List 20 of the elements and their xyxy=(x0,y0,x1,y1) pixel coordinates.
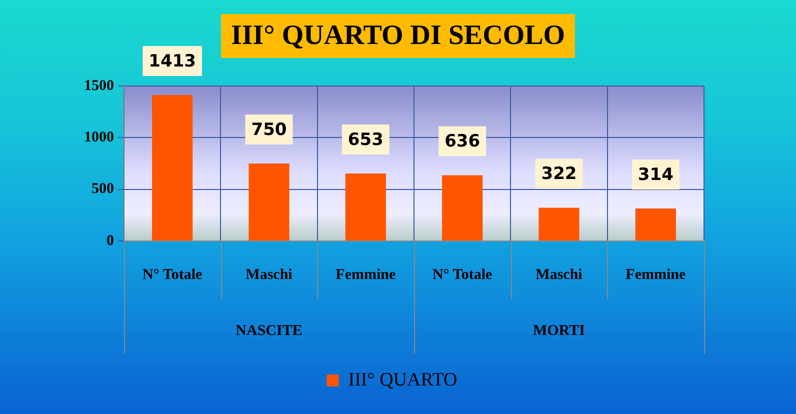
x-tick-label: Femmine xyxy=(626,266,686,283)
legend-label: III° QUARTO xyxy=(348,369,458,390)
y-tick-label: 1000 xyxy=(84,130,114,146)
y-tick-label: 0 xyxy=(106,232,114,249)
data-label: 314 xyxy=(638,164,674,185)
x-tick-label: Maschi xyxy=(536,266,582,283)
data-label: 750 xyxy=(251,120,287,140)
data-label: 322 xyxy=(541,164,577,184)
x-tick-label: N° Totale xyxy=(142,266,203,283)
x-tick-label: Femmine xyxy=(336,266,396,283)
data-label: 653 xyxy=(348,130,384,150)
x-tick-label: Maschi xyxy=(246,266,292,283)
text: NASCITE xyxy=(236,322,302,339)
chart-title: III° QUARTO DI SECOLO xyxy=(220,14,576,58)
data-label: 1413 xyxy=(148,51,196,72)
data-label: 636 xyxy=(444,132,480,152)
text: MORTI xyxy=(533,322,586,339)
y-tick-label: 1500 xyxy=(84,78,114,94)
x-tick-label: N° Totale xyxy=(432,266,493,283)
y-tick-label: 500 xyxy=(92,181,114,198)
